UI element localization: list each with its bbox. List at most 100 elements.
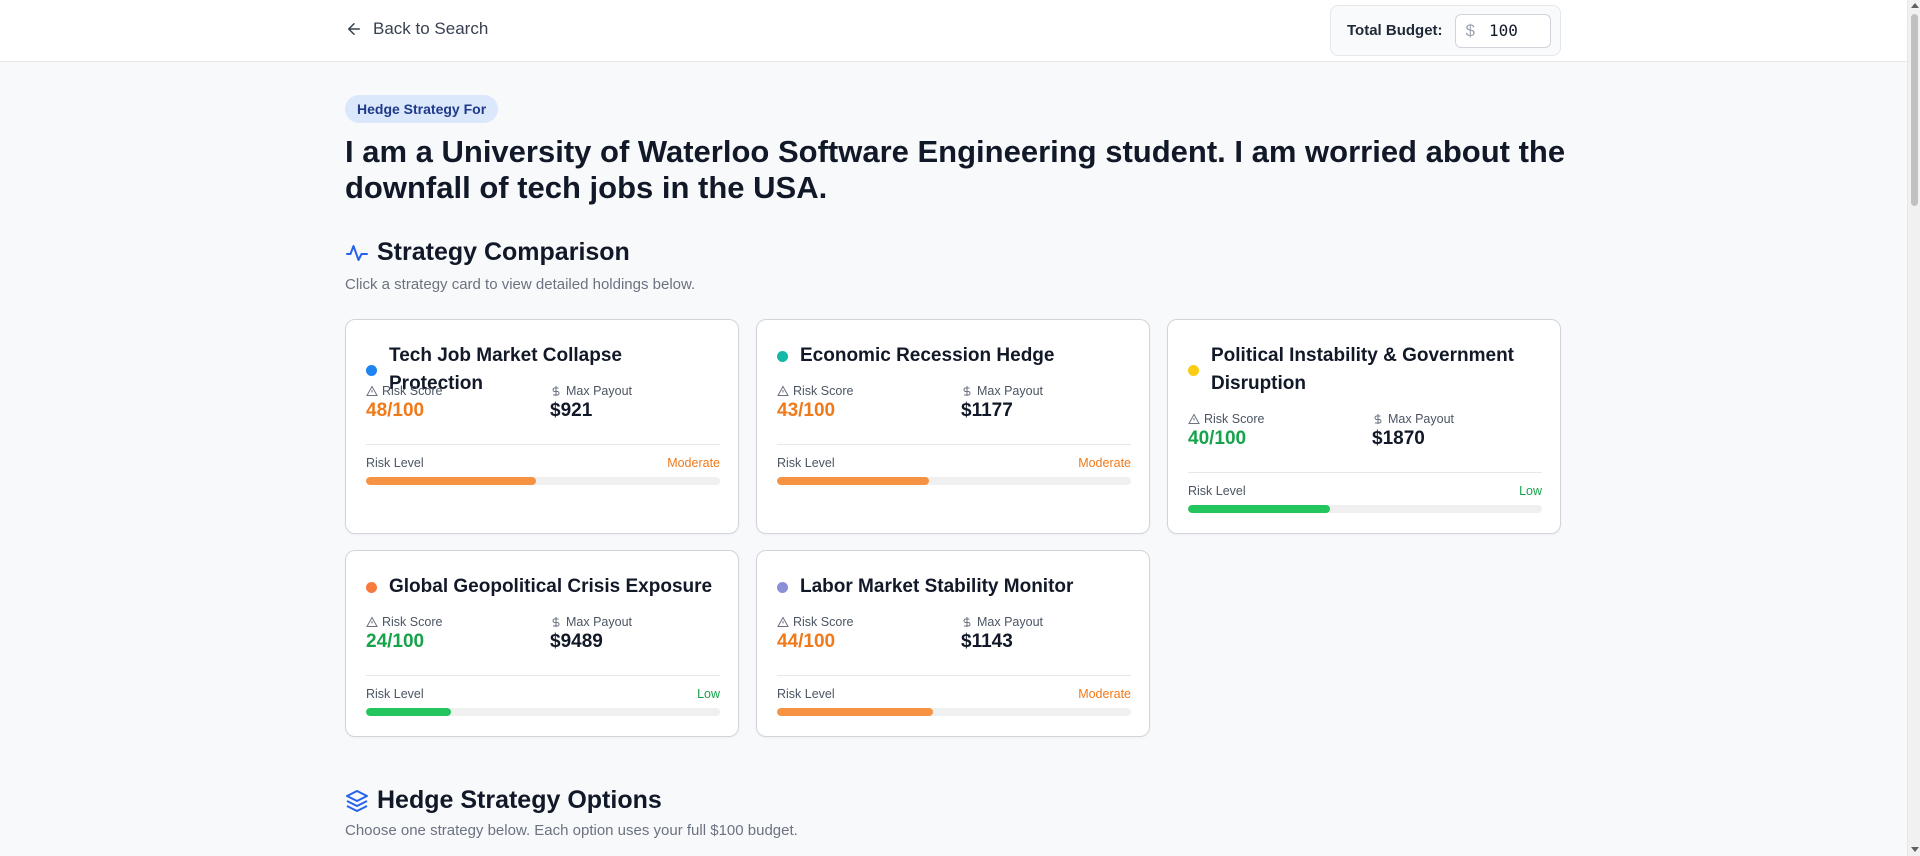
risk-level-bar — [366, 477, 720, 485]
risk-level-bar-fill — [777, 477, 930, 485]
card-title: Political Instability & Government Disru… — [1188, 342, 1538, 398]
scroll-up-arrow-icon[interactable] — [1911, 3, 1919, 8]
total-budget-label: Total Budget: — [1347, 22, 1443, 39]
risk-score-label: Risk Score — [793, 384, 854, 398]
risk-score-value: 40/100 — [1188, 428, 1247, 449]
card-title: Economic Recession Hedge — [777, 342, 1127, 370]
strategy-card-labor-market[interactable]: Labor Market Stability Monitor Risk Scor… — [756, 550, 1150, 737]
card-color-dot — [366, 581, 377, 593]
risk-level-label: Risk Level — [1188, 484, 1246, 498]
risk-score-label: Risk Score — [793, 615, 854, 629]
card-title-text: Political Instability & Government Disru… — [1211, 345, 1515, 394]
risk-score-stat: Risk Score 43/100 — [777, 384, 853, 422]
risk-level-row: Risk Level Low — [366, 687, 720, 701]
hedge-strategy-options-heading: Hedge Strategy Options — [345, 786, 662, 815]
back-to-search-link[interactable]: Back to Search — [345, 19, 488, 39]
card-color-dot — [777, 581, 788, 593]
risk-score-value: 44/100 — [777, 631, 836, 652]
card-title: Labor Market Stability Monitor — [777, 573, 1127, 601]
alert-triangle-icon — [1188, 413, 1200, 424]
strategy-card-global-geopolitical[interactable]: Global Geopolitical Crisis Exposure Risk… — [345, 550, 739, 737]
card-title-text: Labor Market Stability Monitor — [800, 576, 1074, 597]
top-bar: Back to Search Total Budget: $ 100 — [0, 0, 1907, 62]
risk-score-stat: Risk Score 40/100 — [1188, 412, 1264, 450]
alert-triangle-icon — [777, 616, 789, 627]
alert-triangle-icon — [777, 385, 789, 396]
layers-icon — [346, 789, 368, 812]
max-payout-value: $1143 — [961, 631, 1013, 652]
dollar-sign-icon — [963, 386, 971, 396]
max-payout-stat: Max Payout $1870 — [1372, 412, 1454, 450]
risk-level-row: Risk Level Moderate — [777, 687, 1131, 701]
card-title-text: Global Geopolitical Crisis Exposure — [389, 576, 713, 597]
max-payout-value: $921 — [550, 400, 593, 421]
risk-level-row: Risk Level Moderate — [366, 456, 720, 470]
dollar-sign-icon — [552, 386, 560, 396]
risk-level-bar-fill — [366, 708, 451, 716]
risk-score-value: 43/100 — [777, 400, 836, 421]
card-divider — [777, 444, 1131, 445]
risk-level-value: Moderate — [1078, 456, 1131, 470]
risk-level-label: Risk Level — [366, 456, 424, 470]
total-budget-input[interactable]: $ 100 — [1454, 13, 1551, 48]
risk-score-value: 48/100 — [366, 400, 425, 421]
scrollbar-thumb[interactable] — [1911, 14, 1918, 206]
max-payout-value: $1177 — [961, 400, 1013, 421]
dollar-sign-icon — [963, 617, 971, 627]
max-payout-stat: Max Payout $1143 — [961, 615, 1043, 653]
risk-level-label: Risk Level — [777, 456, 835, 470]
risk-level-label: Risk Level — [366, 687, 424, 701]
page-scrollbar[interactable] — [1907, 0, 1920, 856]
page-title: I am a University of Waterloo Software E… — [345, 134, 1566, 205]
risk-score-stat: Risk Score 48/100 — [366, 384, 442, 422]
card-color-dot — [366, 364, 377, 376]
hedge-strategy-options-subtitle: Choose one strategy below. Each option u… — [345, 822, 798, 839]
risk-level-row: Risk Level Low — [1188, 484, 1542, 498]
risk-level-row: Risk Level Moderate — [777, 456, 1131, 470]
strategy-card-economic-recession[interactable]: Economic Recession Hedge Risk Score 43/1… — [756, 319, 1150, 534]
total-budget-box: Total Budget: $ 100 — [1330, 5, 1561, 56]
strategy-comparison-heading: Strategy Comparison — [345, 238, 630, 267]
card-divider — [777, 675, 1131, 676]
card-title: Tech Job Market Collapse Protection — [366, 342, 716, 398]
max-payout-stat: Max Payout $1177 — [961, 384, 1043, 422]
max-payout-value: $9489 — [550, 631, 603, 652]
scroll-down-arrow-icon[interactable] — [1911, 847, 1919, 852]
max-payout-label: Max Payout — [977, 615, 1044, 629]
risk-level-bar — [777, 708, 1131, 716]
card-divider — [366, 444, 720, 445]
card-title: Global Geopolitical Crisis Exposure — [366, 573, 716, 601]
risk-level-label: Risk Level — [777, 687, 835, 701]
risk-level-value: Low — [697, 687, 720, 701]
risk-level-bar-fill — [777, 708, 933, 716]
arrow-left-icon — [348, 23, 360, 35]
card-divider — [366, 675, 720, 676]
alert-triangle-icon — [366, 616, 378, 627]
card-color-dot — [777, 350, 788, 362]
card-title-text: Economic Recession Hedge — [800, 345, 1055, 366]
max-payout-label: Max Payout — [977, 384, 1044, 398]
risk-level-bar — [1188, 505, 1542, 513]
back-label: Back to Search — [373, 19, 489, 38]
risk-score-stat: Risk Score 24/100 — [366, 615, 442, 653]
currency-symbol: $ — [1465, 20, 1476, 40]
alert-triangle-icon — [366, 385, 378, 396]
risk-level-value: Low — [1519, 484, 1542, 498]
risk-score-label: Risk Score — [1204, 412, 1265, 426]
risk-score-label: Risk Score — [382, 384, 443, 398]
risk-level-bar-fill — [366, 477, 536, 485]
max-payout-stat: Max Payout $921 — [550, 384, 632, 422]
risk-level-value: Moderate — [667, 456, 720, 470]
hedge-strategy-pill: Hedge Strategy For — [345, 95, 499, 123]
strategy-card-political-instability[interactable]: Political Instability & Government Disru… — [1167, 319, 1561, 534]
hedge-strategy-options-title: Hedge Strategy Options — [377, 786, 662, 814]
card-divider — [1188, 472, 1542, 473]
strategy-card-tech-job-market[interactable]: Tech Job Market Collapse Protection Risk… — [345, 319, 739, 534]
activity-icon — [346, 244, 368, 261]
risk-score-stat: Risk Score 44/100 — [777, 615, 853, 653]
risk-level-bar — [777, 477, 1131, 485]
card-color-dot — [1188, 364, 1199, 376]
dollar-sign-icon — [1374, 414, 1382, 424]
budget-value[interactable]: 100 — [1489, 21, 1518, 40]
risk-score-label: Risk Score — [382, 615, 443, 629]
